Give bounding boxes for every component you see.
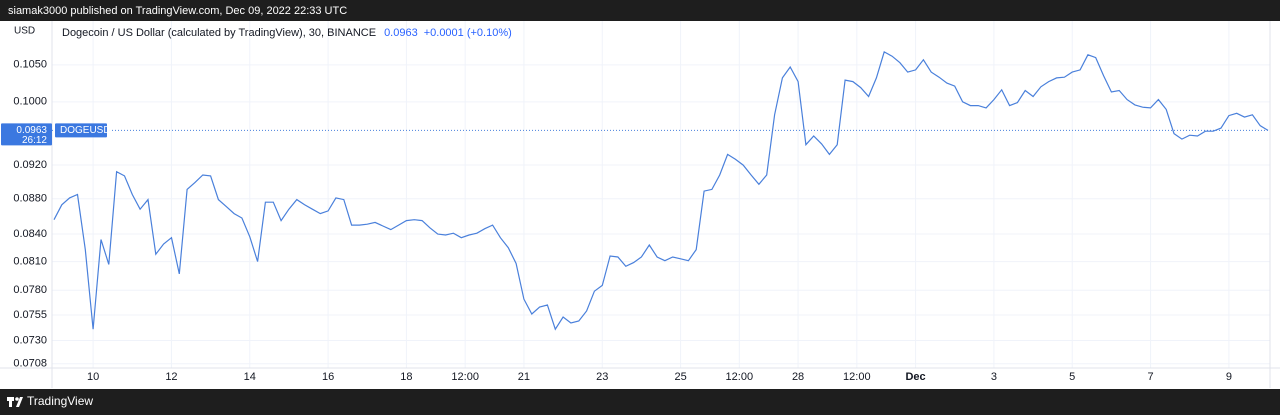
x-tick-label: 12:00 bbox=[843, 371, 871, 383]
x-tick-label: 10 bbox=[87, 371, 99, 383]
x-tick-label: Dec bbox=[905, 371, 925, 383]
symbol-tag bbox=[55, 123, 107, 138]
title-text: Dogecoin / US Dollar (calculated by Trad… bbox=[62, 27, 376, 39]
chart-panel bbox=[0, 21, 1280, 389]
chart-title: Dogecoin / US Dollar (calculated by Trad… bbox=[62, 27, 512, 39]
x-tick-label: 12 bbox=[165, 371, 177, 383]
logo-shape bbox=[15, 397, 19, 401]
x-tick-label: 16 bbox=[322, 371, 334, 383]
logo bbox=[7, 397, 23, 407]
header-change: +0.0001 (+0.10%) bbox=[424, 27, 512, 39]
x-tick-label: 18 bbox=[400, 371, 412, 383]
y-tick-label: 0.0708 bbox=[13, 358, 47, 370]
x-tick-label: 21 bbox=[518, 371, 530, 383]
y-tick-label: 0.1000 bbox=[13, 96, 47, 108]
price-tag bbox=[1, 123, 52, 146]
price-tag-value: 0.0963 bbox=[16, 125, 47, 136]
x-tick-label: 3 bbox=[991, 371, 997, 383]
y-tick-label: 0.0920 bbox=[13, 159, 47, 171]
x-tick-label: 5 bbox=[1069, 371, 1075, 383]
y-tick-label: 0.1050 bbox=[13, 59, 47, 71]
brand: TradingView bbox=[27, 394, 93, 408]
x-tick-label: 7 bbox=[1147, 371, 1153, 383]
y-tick-label: 0.0780 bbox=[13, 284, 47, 296]
top-bar bbox=[0, 0, 1280, 21]
y-tick-label: 0.0840 bbox=[13, 228, 47, 240]
x-tick-label: 23 bbox=[596, 371, 608, 383]
published-text: siamak3000 published on TradingView.com,… bbox=[8, 5, 347, 17]
x-tick-label: 25 bbox=[674, 371, 686, 383]
header-price: 0.0963 bbox=[384, 27, 418, 39]
symbol-label: DOGEUSD bbox=[60, 125, 111, 136]
y-tick-label: 0.0810 bbox=[13, 256, 47, 268]
x-tick-label: 28 bbox=[792, 371, 804, 383]
logo-shape bbox=[9, 397, 12, 407]
x-tick-label: 12:00 bbox=[451, 371, 479, 383]
y-tick-label: 0.0755 bbox=[13, 309, 47, 321]
y-tick-label: 0.0730 bbox=[13, 334, 47, 346]
y-tick-label: 0.0880 bbox=[13, 193, 47, 205]
logo-shape bbox=[16, 397, 23, 407]
countdown: 26:12 bbox=[22, 135, 47, 146]
plot bbox=[52, 21, 1270, 368]
x-tick-label: 14 bbox=[244, 371, 256, 383]
x-tick-label: 12:00 bbox=[726, 371, 754, 383]
y-unit: USD bbox=[14, 26, 35, 37]
x-tick-label: 9 bbox=[1226, 371, 1232, 383]
price-line bbox=[53, 51, 1269, 331]
bottom-bar bbox=[0, 389, 1280, 415]
